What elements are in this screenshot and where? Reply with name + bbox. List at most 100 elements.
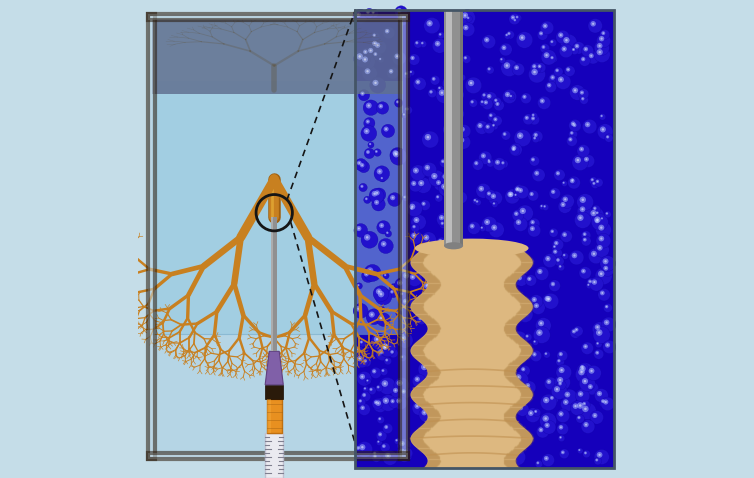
Circle shape — [405, 72, 408, 75]
Circle shape — [523, 369, 524, 370]
Circle shape — [437, 182, 440, 184]
Circle shape — [383, 445, 385, 447]
Circle shape — [486, 221, 489, 223]
Circle shape — [534, 303, 539, 308]
Circle shape — [513, 371, 529, 387]
Circle shape — [581, 148, 583, 150]
Circle shape — [369, 269, 372, 272]
Circle shape — [500, 379, 509, 388]
Circle shape — [479, 418, 495, 434]
Circle shape — [593, 349, 604, 359]
Circle shape — [415, 177, 431, 193]
Circle shape — [591, 181, 599, 188]
Circle shape — [381, 308, 382, 309]
Circle shape — [374, 166, 390, 181]
Circle shape — [445, 78, 452, 85]
Circle shape — [449, 87, 451, 88]
Circle shape — [377, 386, 379, 389]
Circle shape — [396, 440, 397, 441]
Circle shape — [465, 77, 482, 94]
Circle shape — [370, 39, 383, 52]
Circle shape — [559, 78, 562, 81]
Circle shape — [366, 120, 370, 124]
Circle shape — [582, 406, 589, 412]
Circle shape — [433, 175, 436, 177]
Circle shape — [474, 200, 475, 201]
Circle shape — [596, 180, 599, 183]
Circle shape — [464, 57, 466, 58]
Circle shape — [553, 250, 557, 254]
Circle shape — [372, 197, 385, 211]
Circle shape — [512, 17, 513, 18]
Circle shape — [420, 313, 421, 314]
Circle shape — [485, 190, 496, 200]
Circle shape — [440, 220, 448, 228]
Circle shape — [491, 355, 492, 358]
Circle shape — [590, 21, 596, 27]
Circle shape — [483, 396, 486, 398]
Circle shape — [499, 282, 512, 296]
Circle shape — [433, 410, 441, 419]
Circle shape — [492, 201, 498, 207]
Circle shape — [437, 86, 443, 92]
Circle shape — [462, 383, 464, 385]
Circle shape — [437, 43, 439, 45]
Circle shape — [396, 14, 408, 26]
Circle shape — [595, 210, 602, 217]
Circle shape — [446, 163, 459, 177]
Circle shape — [406, 201, 422, 217]
Circle shape — [581, 269, 586, 273]
Circle shape — [547, 258, 549, 260]
Circle shape — [378, 441, 379, 442]
Circle shape — [429, 329, 435, 336]
Circle shape — [584, 157, 589, 162]
Circle shape — [540, 98, 545, 103]
Circle shape — [593, 206, 596, 210]
Circle shape — [466, 15, 473, 22]
Circle shape — [430, 313, 435, 318]
Circle shape — [382, 444, 386, 448]
Circle shape — [476, 395, 477, 397]
Circle shape — [591, 214, 608, 230]
Circle shape — [440, 158, 449, 167]
Circle shape — [515, 430, 517, 432]
Circle shape — [516, 17, 517, 18]
Circle shape — [428, 445, 431, 447]
Circle shape — [432, 268, 446, 282]
Circle shape — [590, 281, 591, 282]
Circle shape — [435, 41, 440, 46]
Circle shape — [510, 15, 515, 20]
Circle shape — [501, 434, 503, 435]
Circle shape — [574, 399, 591, 416]
Circle shape — [572, 123, 577, 127]
Circle shape — [495, 99, 496, 101]
Circle shape — [482, 217, 497, 232]
Circle shape — [512, 147, 516, 151]
Circle shape — [390, 70, 392, 72]
Circle shape — [445, 61, 461, 77]
Circle shape — [359, 339, 366, 347]
Circle shape — [552, 283, 554, 285]
Circle shape — [476, 200, 478, 203]
Circle shape — [495, 306, 498, 309]
Circle shape — [570, 178, 575, 183]
Circle shape — [463, 260, 480, 276]
Circle shape — [366, 45, 379, 59]
Circle shape — [575, 44, 579, 48]
Circle shape — [560, 397, 575, 412]
Circle shape — [417, 253, 425, 261]
Circle shape — [391, 351, 393, 353]
Circle shape — [582, 58, 584, 60]
Circle shape — [508, 192, 513, 197]
Circle shape — [407, 272, 422, 286]
Circle shape — [596, 212, 598, 213]
Circle shape — [539, 65, 541, 67]
Circle shape — [385, 426, 387, 428]
Circle shape — [538, 427, 544, 432]
Bar — [460, 10, 463, 246]
Circle shape — [512, 63, 525, 76]
Circle shape — [374, 456, 375, 457]
Circle shape — [486, 125, 490, 129]
Circle shape — [404, 300, 406, 302]
Circle shape — [577, 194, 593, 210]
